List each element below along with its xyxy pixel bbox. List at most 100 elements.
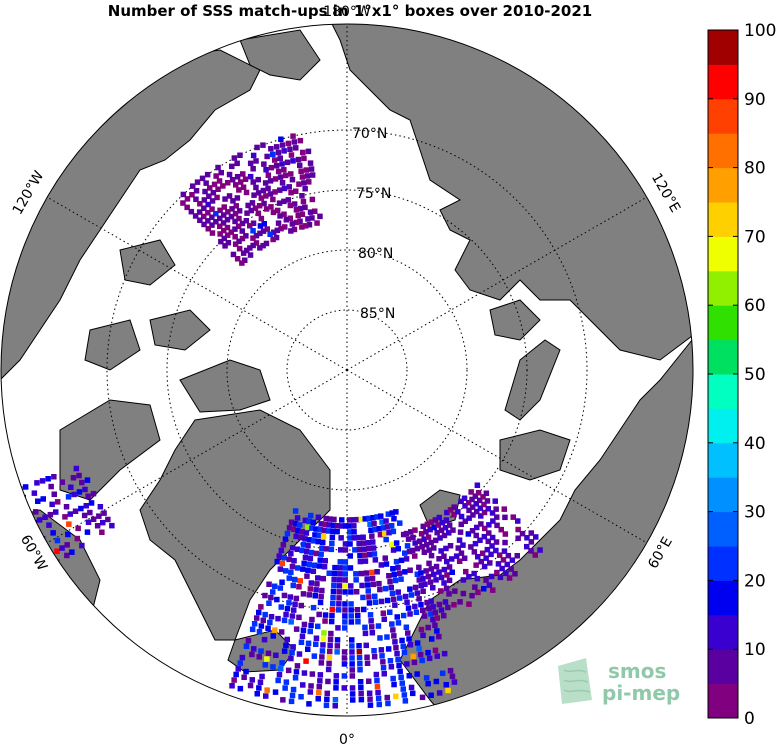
colorbar-tick-label: 40 — [744, 434, 766, 454]
heatmap-cell — [291, 226, 298, 233]
heatmap-cell — [247, 160, 254, 167]
heatmap-cell — [489, 543, 495, 549]
colorbar-bin — [708, 649, 738, 685]
heatmap-cell — [16, 516, 23, 522]
heatmap-cell — [377, 531, 384, 538]
heatmap-cell — [320, 539, 326, 546]
heatmap-cell — [320, 636, 327, 642]
heatmap-cell — [26, 522, 32, 528]
heatmap-cell — [309, 671, 316, 677]
heatmap-cell — [395, 564, 401, 571]
heatmap-cell — [407, 567, 413, 573]
heatmap-cell — [389, 510, 395, 516]
heatmap-cell — [276, 671, 283, 678]
heatmap-cell — [293, 626, 300, 632]
heatmap-cell — [383, 561, 390, 567]
heatmap-cell — [374, 683, 381, 690]
heatmap-cell — [319, 587, 325, 594]
heatmap-cell — [210, 190, 217, 196]
heatmap-cell — [524, 535, 530, 541]
heatmap-cell — [281, 211, 287, 217]
heatmap-cell — [405, 630, 411, 636]
heatmap-cell — [64, 552, 70, 559]
heatmap-cell — [406, 673, 412, 679]
heatmap-cell — [308, 549, 315, 556]
heatmap-cell — [370, 539, 376, 545]
heatmap-cell — [284, 530, 291, 537]
heatmap-cell — [416, 646, 422, 652]
heatmap-cell — [351, 535, 358, 541]
heatmap-cell — [36, 517, 43, 523]
heatmap-cell — [323, 515, 329, 522]
heatmap-cell — [50, 530, 56, 536]
heatmap-cell — [348, 601, 354, 607]
heatmap-cell — [193, 188, 200, 194]
heatmap-cell — [418, 570, 424, 576]
heatmap-cell — [410, 690, 416, 697]
heatmap-cell — [22, 514, 28, 520]
heatmap-cell — [305, 216, 311, 222]
heatmap-cell — [262, 662, 268, 668]
heatmap-cell — [209, 214, 215, 220]
heatmap-cell — [335, 607, 342, 613]
heatmap-cell — [348, 613, 354, 619]
heatmap-cell — [199, 175, 206, 182]
heatmap-cell — [206, 193, 212, 199]
heatmap-cell — [377, 635, 383, 641]
land-arch-3 — [119, 239, 176, 286]
heatmap-cell — [418, 582, 424, 589]
heatmap-cell — [236, 215, 242, 222]
heatmap-cell — [300, 541, 307, 548]
heatmap-cell — [18, 505, 24, 512]
heatmap-cell — [453, 553, 460, 559]
heatmap-cell — [277, 187, 283, 193]
heatmap-cell — [349, 655, 355, 661]
heatmap-cell — [363, 642, 369, 649]
heatmap-cell — [304, 573, 310, 579]
heatmap-cell — [406, 548, 413, 555]
heatmap-cell — [446, 591, 452, 597]
heatmap-cell — [240, 171, 246, 177]
heatmap-cell — [392, 602, 398, 608]
heatmap-cell — [471, 549, 478, 555]
heatmap-cell — [398, 576, 404, 582]
heatmap-cell — [475, 554, 481, 560]
heatmap-cell — [391, 633, 397, 639]
heatmap-cell — [306, 222, 313, 228]
heatmap-cell — [221, 212, 227, 218]
heatmap-cell — [317, 672, 324, 678]
heatmap-cell — [48, 483, 54, 490]
heatmap-cell — [322, 521, 328, 528]
heatmap-cell — [483, 577, 489, 583]
heatmap-cell — [473, 562, 479, 568]
heatmap-cell — [62, 514, 68, 520]
heatmap-cell — [297, 162, 303, 169]
heatmap-cell — [282, 224, 288, 230]
colorbar-bin — [708, 374, 738, 409]
heatmap-cell — [378, 647, 385, 653]
heatmap-cell — [272, 157, 278, 163]
heatmap-cell — [221, 235, 227, 242]
heatmap-cell — [342, 577, 348, 583]
heatmap-cell — [439, 519, 446, 526]
heatmap-cell — [321, 564, 328, 570]
heatmap-cell — [333, 685, 339, 691]
heatmap-cell — [378, 513, 384, 519]
heatmap-cell — [255, 190, 262, 196]
heatmap-cell — [1, 559, 4, 565]
heatmap-cell — [338, 535, 344, 541]
heatmap-cell — [478, 521, 484, 527]
heatmap-cell — [425, 534, 432, 540]
heatmap-cell — [474, 482, 481, 488]
heatmap-cell — [287, 594, 294, 600]
heatmap-cell — [378, 562, 385, 568]
heatmap-cell — [355, 619, 361, 625]
heatmap-cell — [416, 538, 423, 544]
colorbar-tick-label: 50 — [744, 365, 766, 385]
heatmap-cell — [474, 575, 481, 582]
heatmap-cell — [237, 179, 244, 185]
heatmap-cell — [363, 570, 370, 576]
heatmap-cell — [432, 537, 439, 544]
heatmap-cell — [232, 218, 238, 225]
heatmap-cell — [404, 661, 410, 667]
